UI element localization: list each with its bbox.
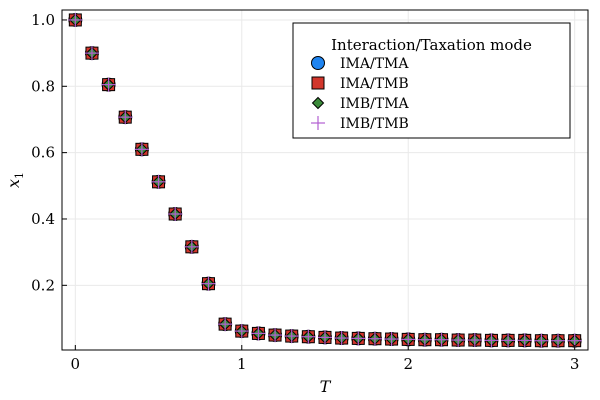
data-point bbox=[118, 110, 133, 125]
legend-entry-label: IMA/TMB bbox=[340, 76, 409, 92]
data-point bbox=[401, 332, 416, 347]
legend-marker bbox=[311, 76, 325, 90]
y-tick-label: 1.0 bbox=[31, 11, 55, 29]
series-imb-tmb bbox=[68, 12, 582, 348]
plot-frame bbox=[61, 9, 589, 351]
data-point bbox=[384, 332, 399, 347]
data-point bbox=[551, 333, 566, 348]
data-point bbox=[517, 333, 532, 348]
data-point bbox=[301, 329, 316, 344]
data-point bbox=[367, 331, 382, 346]
data-point bbox=[534, 333, 549, 348]
legend-entry-label: IMA/TMA bbox=[340, 56, 409, 72]
data-point bbox=[68, 12, 83, 27]
data-point bbox=[84, 46, 99, 61]
x-axis-title: T bbox=[320, 377, 332, 396]
data-point bbox=[151, 174, 166, 189]
data-point bbox=[184, 239, 199, 254]
data-point bbox=[268, 328, 283, 343]
data-point bbox=[101, 77, 116, 92]
data-point bbox=[334, 331, 349, 346]
data-point bbox=[234, 324, 249, 339]
data-point bbox=[168, 207, 183, 221]
legend-entries: IMA/TMA IMA/TMB IMB/TMA IMB/TMB bbox=[311, 56, 410, 132]
legend-marker bbox=[311, 96, 325, 110]
data-point bbox=[467, 333, 482, 348]
y-tick-label: 0.6 bbox=[31, 144, 55, 162]
legend-entry-label: IMB/TMA bbox=[340, 96, 410, 112]
y-axis-title: x1 bbox=[4, 172, 26, 188]
legend-entry: IMB/TMA bbox=[311, 96, 410, 112]
data-point bbox=[284, 329, 299, 344]
data-point bbox=[318, 330, 332, 345]
legend-box bbox=[292, 22, 571, 139]
legend-title: Interaction/Taxation mode bbox=[331, 36, 532, 54]
data-point bbox=[251, 326, 266, 341]
data-point bbox=[451, 333, 466, 348]
axis-ticks: 0 1 2 3 0.2 0.4 0.6 0.8 1.0 bbox=[31, 11, 579, 373]
data-point bbox=[484, 333, 499, 348]
x-tick-label: 2 bbox=[403, 355, 413, 373]
y-tick-label: 0.4 bbox=[31, 210, 55, 228]
data-point bbox=[434, 332, 449, 347]
x-tick-label: 1 bbox=[237, 355, 247, 373]
y-tick-label: 0.2 bbox=[31, 276, 55, 294]
svg-text:x1: x1 bbox=[4, 172, 26, 188]
data-point bbox=[201, 276, 216, 291]
y-axis-title-subscript: 1 bbox=[13, 172, 26, 179]
legend-entry-label: IMB/TMB bbox=[340, 116, 409, 132]
data-point bbox=[417, 332, 432, 347]
legend: Interaction/Taxation mode IMA/TMA IMA/TMB… bbox=[292, 22, 571, 139]
data-point bbox=[134, 142, 149, 157]
data-point bbox=[351, 331, 366, 346]
legend-entry: IMB/TMB bbox=[311, 116, 409, 132]
data-point bbox=[501, 333, 516, 348]
legend-marker bbox=[311, 56, 325, 70]
y-axis-title-main: x bbox=[4, 179, 23, 188]
legend-entry: IMA/TMA bbox=[311, 56, 409, 72]
data-points bbox=[68, 12, 582, 348]
data-point bbox=[218, 317, 233, 332]
x-tick-label: 0 bbox=[71, 355, 81, 373]
legend-entry: IMA/TMB bbox=[311, 76, 409, 92]
y-tick-label: 0.8 bbox=[31, 77, 55, 95]
legend-marker bbox=[311, 116, 325, 130]
x-tick-label: 3 bbox=[570, 355, 580, 373]
